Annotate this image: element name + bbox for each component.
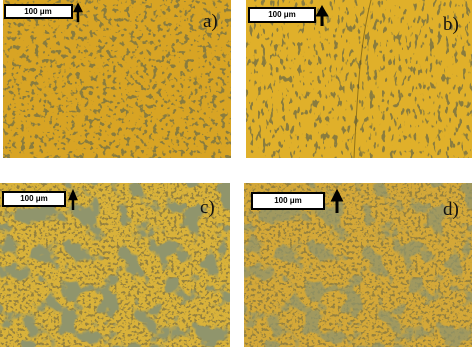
arrow	[72, 2, 84, 22]
arrow	[315, 4, 329, 26]
scale-bar	[251, 192, 325, 210]
scale-text: 100 μm	[274, 196, 302, 205]
crack	[353, 0, 372, 158]
panel-label: c)	[200, 197, 215, 218]
micrograph-c: 100 μm c)	[0, 183, 230, 347]
micrograph-d: 100 μm d)	[244, 183, 472, 347]
scale-text: 100 μm	[20, 194, 48, 203]
panel-label: d)	[443, 199, 459, 220]
arrow	[68, 188, 78, 210]
panel-label: a)	[203, 11, 218, 32]
scale-bar	[248, 7, 316, 23]
texture-blotch	[0, 183, 230, 347]
scale-text: 100 μm	[268, 10, 296, 19]
micrograph-b: 100 μm b)	[246, 0, 472, 158]
scale-bar	[2, 191, 66, 207]
texture-blotch	[244, 183, 472, 347]
texture	[3, 0, 231, 158]
micrograph-a: 100 μm a)	[3, 0, 231, 158]
arrow	[330, 188, 344, 213]
scale-bar	[4, 4, 73, 19]
panel-label: b)	[443, 14, 459, 35]
scale-text: 100 μm	[24, 7, 52, 16]
